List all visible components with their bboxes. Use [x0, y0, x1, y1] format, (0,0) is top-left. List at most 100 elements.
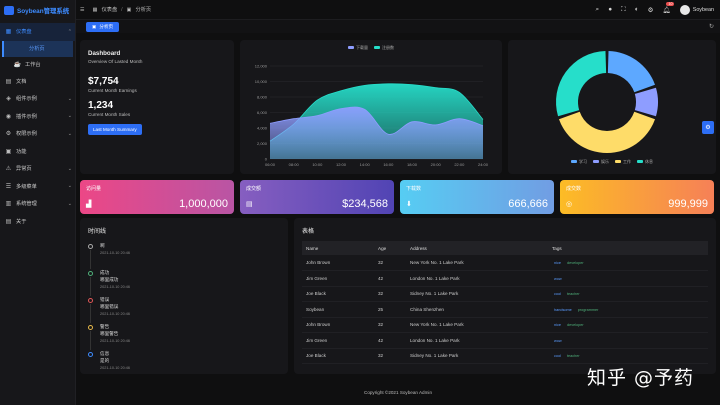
timeline-dot: [88, 325, 93, 330]
table-row[interactable]: Joe Black 32 Sidney No. 1 Lake Park cool tea…: [302, 286, 708, 302]
deal-icon: ◎: [566, 201, 573, 208]
wallet-icon: ▤: [246, 201, 253, 208]
area-chart-card: 下载量 注册数 0 2,000 4,000 6,000 8,000 10,000 12,000…: [240, 40, 502, 174]
stat-title: 成交数: [566, 186, 582, 192]
reload-icon[interactable]: ↻: [708, 24, 714, 30]
y-tick-label: 2,000: [257, 141, 268, 146]
timeline-connector: [90, 304, 91, 323]
menu-fold-icon[interactable]: ☰: [80, 6, 85, 13]
stat-value: $234,568: [342, 198, 388, 210]
last-month-summary-button[interactable]: Last Month Summary: [88, 124, 142, 135]
sidebar-item[interactable]: ▥ 系统管理 ⌄: [0, 195, 75, 213]
tag: programmer: [577, 307, 599, 312]
table-header-cell[interactable]: Name: [302, 241, 374, 255]
dashboard-icon: ▦: [5, 29, 12, 36]
y-tick-label: 0: [265, 157, 268, 162]
sidebar-item-label: 异常页: [16, 166, 32, 173]
legend-item[interactable]: 休息: [637, 159, 653, 165]
user-menu[interactable]: Soybean: [679, 4, 714, 15]
chevron-icon: ⌄: [67, 165, 72, 172]
pie-slice-娱乐[interactable]: [634, 87, 658, 117]
cell-address: London No. 1 Lake Park: [406, 270, 548, 287]
pie-slice-工作[interactable]: [558, 111, 656, 154]
theme-toggle-icon[interactable]: ◐: [634, 6, 639, 13]
sidebar: Soybean管理系统 ▦ 仪表盘 ⌃ 分析页 ☕ 工作台 ▤ 文档 ◈ 组件示例 ⌄ ◉ 插件示例 ⌄ ⚙…: [0, 0, 76, 405]
sidebar-item[interactable]: ▣ 功能: [0, 143, 75, 161]
table-row[interactable]: Jim Green 42 London No. 1 Lake Park wow: [302, 270, 708, 287]
table-header-cell[interactable]: Address: [406, 241, 548, 255]
sidebar-item[interactable]: ◈ 组件示例 ⌄: [0, 90, 75, 108]
legend-item[interactable]: 下载量: [348, 45, 368, 51]
cell-age: 32: [374, 286, 406, 302]
pie-slice-休息[interactable]: [556, 51, 607, 117]
sidebar-item[interactable]: ⚠ 异常页 ⌄: [0, 160, 75, 178]
notification-badge: 10: [666, 1, 675, 6]
table-header-cell[interactable]: Age: [374, 241, 406, 255]
x-tick-label: 12:00: [336, 162, 347, 167]
data-table: Name Age Address Tags John Brown 32 New York …: [302, 241, 708, 364]
cell-address: London No. 1 Lake Park: [406, 332, 548, 349]
table-row[interactable]: John Brown 32 New York No. 1 Lake Park nice…: [302, 317, 708, 333]
timeline-title: 错误: [100, 297, 110, 302]
document-icon: ▤: [5, 78, 12, 85]
github-icon[interactable]: ●: [608, 6, 613, 13]
timeline-time: 2021-10-10 20:46: [100, 285, 130, 289]
footer: Copyright ©2021 Soybean Admin: [364, 390, 432, 395]
settings-icon[interactable]: ⚙: [647, 6, 654, 14]
sidebar-item[interactable]: ▦ 仪表盘 ⌃: [0, 23, 75, 41]
analysis-icon: [18, 45, 25, 52]
timeline-content: 是的: [100, 358, 110, 363]
chevron-icon: ⌄: [67, 183, 72, 190]
legend-item[interactable]: 学习: [571, 159, 587, 165]
download-icon: ⬇: [406, 201, 412, 208]
cell-tags: nice developer: [548, 317, 708, 333]
sidebar-item[interactable]: ▤ 文档: [0, 73, 75, 91]
app-logo[interactable]: Soybean管理系统: [0, 0, 75, 20]
tab-analysis[interactable]: ▣ 分析页: [86, 21, 120, 32]
table-row[interactable]: Soybean 25 China Shenzhen handsome programme…: [302, 301, 708, 318]
x-tick-label: 14:00: [360, 162, 371, 167]
legend-item[interactable]: 娱乐: [593, 159, 609, 165]
table-row[interactable]: Joe Black 32 Sidney No. 1 Lake Park cool tea…: [302, 348, 708, 364]
pie-chart-card: 学习 娱乐 工作 休息: [508, 40, 716, 174]
theme-settings-float-button[interactable]: ⚙: [702, 121, 714, 134]
timeline-item: 啊 2021-10-10 20:46: [88, 243, 280, 270]
sidebar-item[interactable]: ◉ 插件示例 ⌄: [0, 108, 75, 126]
sidebar-item[interactable]: ⚙ 权限示例 ⌄: [0, 125, 75, 143]
tag: cool: [554, 292, 561, 297]
workbench-icon: ☕: [13, 62, 22, 68]
legend-item[interactable]: 注册数: [374, 45, 394, 51]
sidebar-item[interactable]: ☕ 工作台: [0, 57, 75, 73]
sidebar-item[interactable]: ▤ 关于: [0, 213, 75, 231]
table-header-cell[interactable]: Tags: [548, 241, 708, 255]
breadcrumb-item[interactable]: 分析页: [135, 7, 152, 13]
tag: wow: [554, 338, 562, 343]
breadcrumb-item[interactable]: 仪表盘: [101, 7, 118, 13]
cell-name: Soybean: [302, 301, 374, 318]
sidebar-item-label: 仪表盘: [16, 29, 32, 36]
chevron-icon: ⌄: [67, 130, 72, 137]
table-row[interactable]: John Brown 32 New York No. 1 Lake Park nice…: [302, 255, 708, 271]
timeline-time: 2021-10-10 20:46: [100, 251, 130, 255]
notification-bell-icon[interactable]: 🔔︎ 10: [662, 1, 675, 14]
sidebar-item[interactable]: ☰ 多级菜单 ⌄: [0, 178, 75, 196]
timeline-title: 啊: [100, 243, 105, 248]
legend-item[interactable]: 工作: [615, 159, 631, 165]
breadcrumb: ▦ 仪表盘 / ▣ 分析页: [93, 6, 152, 14]
fullscreen-icon[interactable]: ⛶: [621, 5, 626, 13]
cell-tags: wow: [548, 332, 708, 349]
table-row[interactable]: Jim Green 42 London No. 1 Lake Park wow: [302, 332, 708, 349]
avatar: [679, 4, 690, 15]
sidebar-item-label: 权限示例: [16, 131, 37, 138]
legend-label: 下载量: [356, 45, 368, 50]
chevron-icon: ⌄: [67, 95, 72, 102]
legend-label: 娱乐: [601, 159, 609, 164]
sidebar-item[interactable]: 分析页: [2, 40, 73, 57]
timeline-item: 成功 哪里成功 2021-10-10 20:46: [88, 270, 280, 297]
pie-slice-学习[interactable]: [607, 51, 656, 93]
cell-address: Sidney No. 1 Lake Park: [406, 348, 548, 364]
search-icon[interactable]: ⌕: [595, 5, 600, 13]
legend-swatch: [593, 160, 599, 164]
timeline-connector: [90, 331, 91, 350]
